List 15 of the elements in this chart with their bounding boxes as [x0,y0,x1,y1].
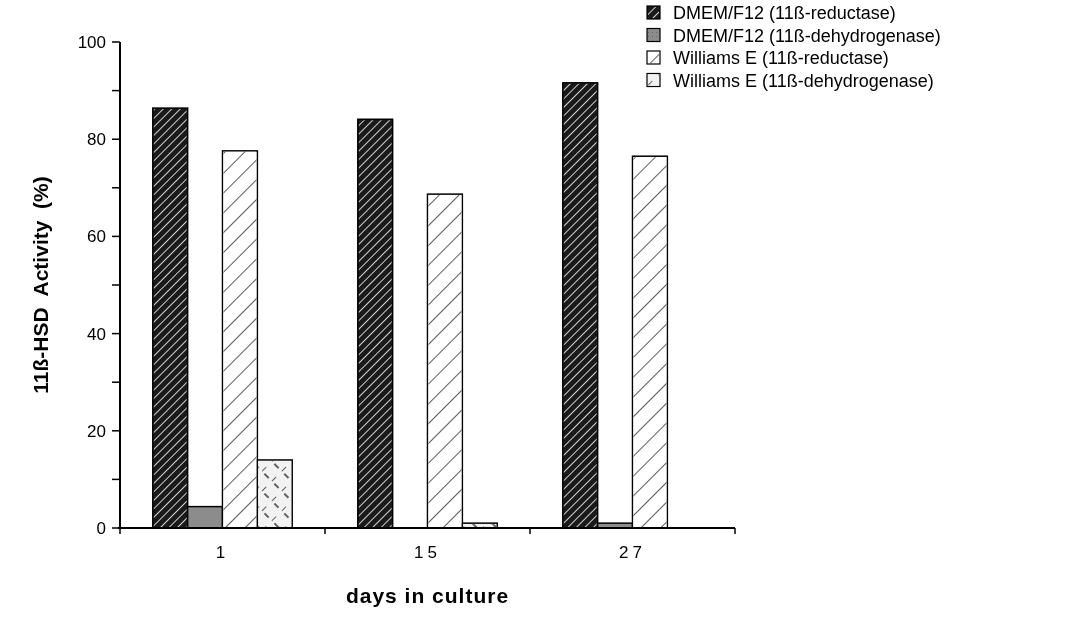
legend-label: DMEM/F12 (11ß-reductase) [673,3,896,24]
x-tick-label: 1 [215,543,230,562]
legend-label: Williams E (11ß-reductase) [673,48,889,69]
y-tick-label: 20 [87,421,106,441]
x-axis-title: days in culture [345,584,510,607]
x-tick-label: 27 [619,543,646,562]
y-tick-label: 80 [87,130,106,150]
y-tick-label: 100 [77,32,106,52]
legend-label: DMEM/F12 (11ß-dehydrogenase) [673,25,941,46]
y-axis-title: 11ß-HSD Activity (%) [29,176,52,394]
legend-label: Williams E (11ß-dehydrogenase) [673,70,934,91]
y-tick-label: 40 [87,324,106,344]
y-tick-label: 0 [96,518,106,538]
y-tick-label: 60 [87,227,106,247]
x-tick-label: 15 [414,543,441,562]
